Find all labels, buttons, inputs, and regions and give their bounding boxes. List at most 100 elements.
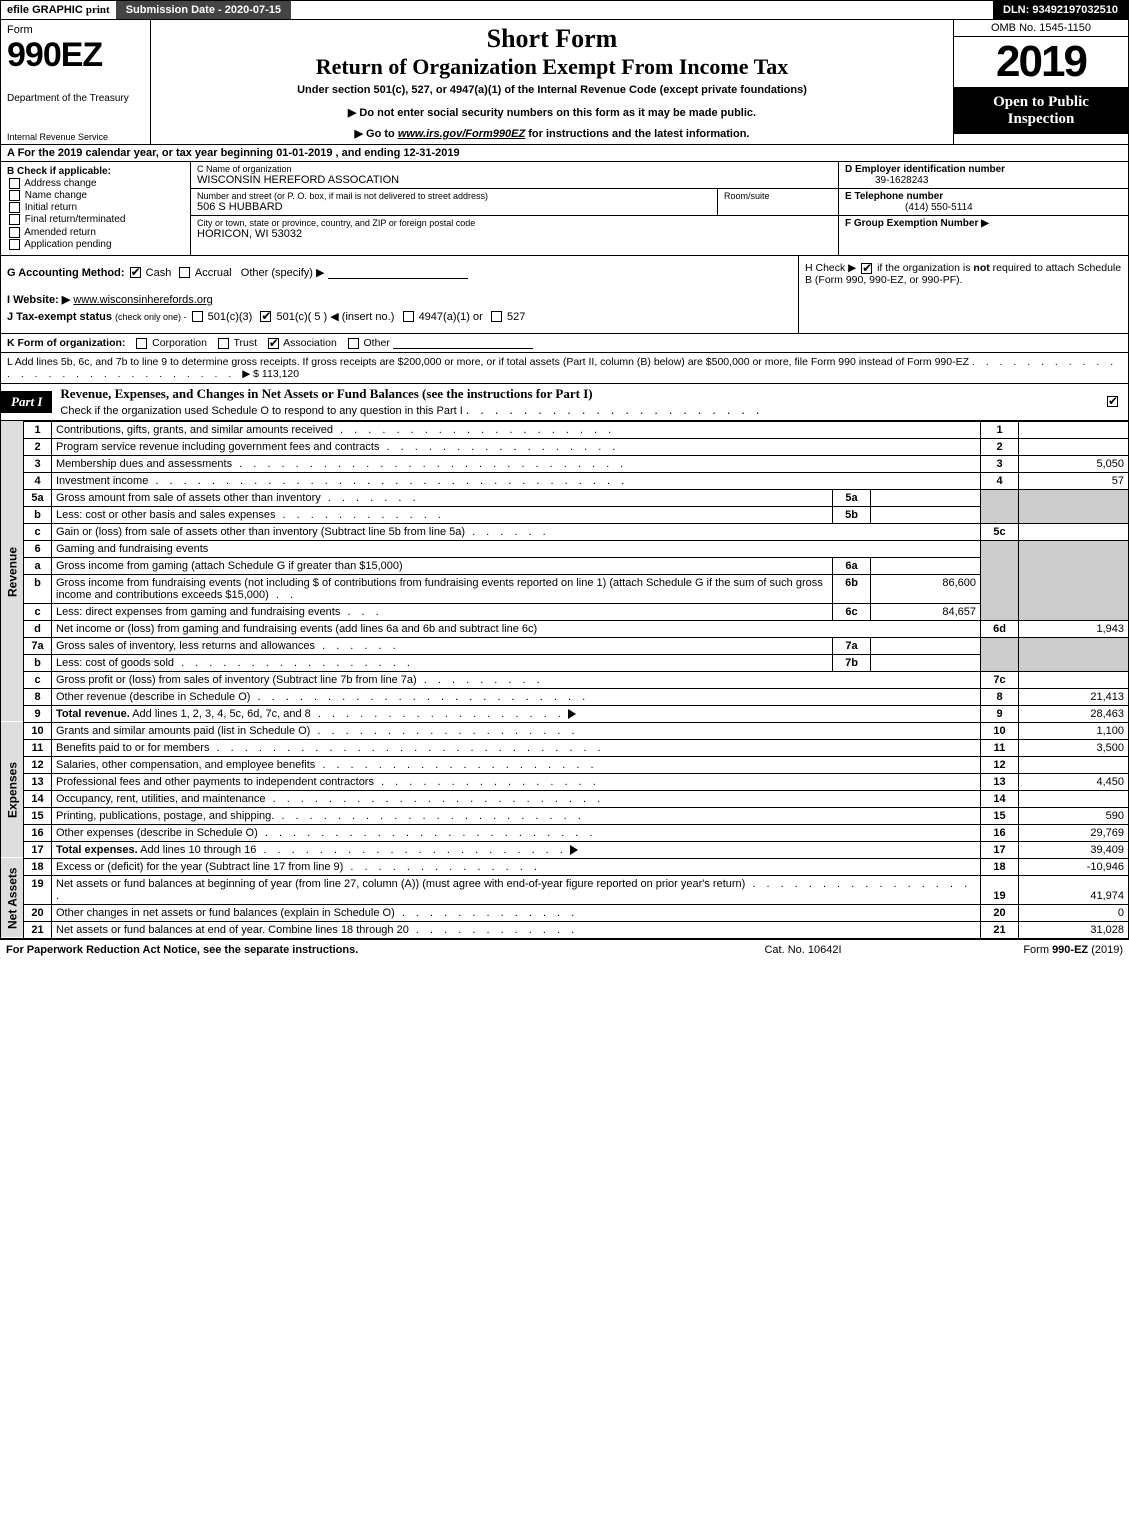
part-1-title: Revenue, Expenses, and Changes in Net As… — [52, 384, 1105, 420]
checkbox-other-icon[interactable] — [348, 338, 359, 349]
form-header: Form 990EZ Department of the Treasury In… — [0, 20, 1129, 145]
line-num: b — [24, 506, 52, 523]
sub-box: 6b — [833, 574, 871, 603]
checkbox-icon — [9, 190, 20, 201]
checkbox-icon — [9, 214, 20, 225]
line-box: 13 — [981, 773, 1019, 790]
print-link[interactable]: print — [86, 4, 110, 16]
chk-name-change[interactable]: Name change — [7, 190, 184, 201]
tax-year: 2019 — [954, 37, 1128, 87]
org-name: WISCONSIN HEREFORD ASSOCATION — [197, 174, 832, 186]
h-not: not — [973, 262, 989, 274]
line-num: 9 — [24, 705, 52, 722]
line-text: Program service revenue including govern… — [52, 438, 981, 455]
checkbox-corp-icon[interactable] — [136, 338, 147, 349]
line-num: 13 — [24, 773, 52, 790]
table-row: Net Assets 18 Excess or (deficit) for th… — [1, 858, 1129, 875]
irs-link[interactable]: www.irs.gov/Form990EZ — [398, 128, 525, 140]
j-line: J Tax-exempt status (check only one) - 5… — [7, 310, 792, 323]
grey-box — [981, 489, 1019, 523]
irs-link-text: www.irs.gov/Form990EZ — [398, 128, 525, 140]
line-val: 21,413 — [1019, 688, 1129, 705]
line-text: Net assets or fund balances at beginning… — [52, 875, 981, 904]
part-1-table: Revenue 1 Contributions, gifts, grants, … — [0, 421, 1129, 939]
checkbox-trust-icon[interactable] — [218, 338, 229, 349]
line-val — [1019, 523, 1129, 540]
form-number: 990EZ — [7, 36, 144, 75]
line-num: 16 — [24, 824, 52, 841]
header-left: Form 990EZ Department of the Treasury In… — [1, 20, 151, 144]
sub-val — [871, 654, 981, 671]
line-text: Grants and similar amounts paid (list in… — [52, 722, 981, 739]
sub-val — [871, 637, 981, 654]
part-1-header: Part I Revenue, Expenses, and Changes in… — [0, 384, 1129, 421]
line-box: 7c — [981, 671, 1019, 688]
line-text: Membership dues and assessments . . . . … — [52, 455, 981, 472]
chk-application-pending[interactable]: Application pending — [7, 239, 184, 250]
chk-initial-return[interactable]: Initial return — [7, 202, 184, 213]
checkbox-assoc-icon[interactable] — [268, 338, 279, 349]
line-text: Less: cost of goods sold . . . . . . . .… — [52, 654, 833, 671]
line-box: 9 — [981, 705, 1019, 722]
line-num: 10 — [24, 722, 52, 739]
title-short-form: Short Form — [159, 24, 945, 54]
city-label: City or town, state or province, country… — [197, 218, 832, 228]
checkbox-501c-icon[interactable] — [260, 311, 271, 322]
k-other: Other — [364, 337, 390, 349]
footer-mid: Cat. No. 10642I — [703, 944, 903, 956]
grey-val — [1019, 637, 1129, 671]
sub-val: 86,600 — [871, 574, 981, 603]
chk-label: Address change — [24, 178, 96, 189]
line-box: 17 — [981, 841, 1019, 858]
chk-label: Name change — [25, 190, 87, 201]
table-row: b Gross income from fundraising events (… — [1, 574, 1129, 603]
table-row: Revenue 1 Contributions, gifts, grants, … — [1, 421, 1129, 438]
line-text: Investment income . . . . . . . . . . . … — [52, 472, 981, 489]
checkbox-501c3-icon[interactable] — [192, 311, 203, 322]
chk-amended-return[interactable]: Amended return — [7, 227, 184, 238]
table-row: b Less: cost of goods sold . . . . . . .… — [1, 654, 1129, 671]
line-num: b — [24, 574, 52, 603]
line-val — [1019, 790, 1129, 807]
header-mid: Short Form Return of Organization Exempt… — [151, 20, 953, 144]
checkbox-527-icon[interactable] — [491, 311, 502, 322]
b-header-text: B Check if applicable: — [7, 166, 111, 177]
grey-box — [981, 540, 1019, 620]
footer-left: For Paperwork Reduction Act Notice, see … — [6, 944, 703, 956]
checkbox-accrual-icon[interactable] — [179, 267, 190, 278]
street-address: 506 S HUBBARD — [197, 201, 711, 213]
table-row: 16 Other expenses (describe in Schedule … — [1, 824, 1129, 841]
checkbox-cash-icon[interactable] — [130, 267, 141, 278]
line-num: 20 — [24, 904, 52, 921]
line-text: Professional fees and other payments to … — [52, 773, 981, 790]
checkbox-schedule-o-icon[interactable] — [1107, 396, 1118, 407]
line-val: 0 — [1019, 904, 1129, 921]
chk-final-return[interactable]: Final return/terminated — [7, 214, 184, 225]
goto-post: for instructions and the latest informat… — [528, 128, 749, 140]
sub-box: 7a — [833, 637, 871, 654]
line-val: 29,769 — [1019, 824, 1129, 841]
line-text: Gross amount from sale of assets other t… — [52, 489, 833, 506]
top-bar: efile GRAPHIC print Submission Date - 20… — [0, 0, 1129, 20]
dln-label: DLN: 93492197032510 — [993, 1, 1128, 19]
room-label: Room/suite — [724, 191, 832, 201]
website-link[interactable]: www.wisconsinherefords.org — [73, 294, 212, 306]
ein-value: 39-1628243 — [845, 175, 1122, 186]
table-row: 13 Professional fees and other payments … — [1, 773, 1129, 790]
g-accrual: Accrual — [195, 267, 232, 279]
g-line: G Accounting Method: Cash Accrual Other … — [7, 266, 792, 279]
chk-address-change[interactable]: Address change — [7, 178, 184, 189]
line-text: Gross income from gaming (attach Schedul… — [52, 557, 833, 574]
line-num: 5a — [24, 489, 52, 506]
i-label: I Website: ▶ — [7, 294, 70, 306]
chk-label: Application pending — [24, 239, 111, 250]
part-1-title-text: Revenue, Expenses, and Changes in Net As… — [60, 386, 592, 401]
checkbox-4947-icon[interactable] — [403, 311, 414, 322]
line-num: 2 — [24, 438, 52, 455]
table-row: 5a Gross amount from sale of assets othe… — [1, 489, 1129, 506]
line-num: 21 — [24, 921, 52, 938]
table-row: c Gain or (loss) from sale of assets oth… — [1, 523, 1129, 540]
arrow-icon — [570, 845, 578, 855]
checkbox-h-icon[interactable] — [861, 263, 872, 274]
k-corp: Corporation — [152, 337, 207, 349]
